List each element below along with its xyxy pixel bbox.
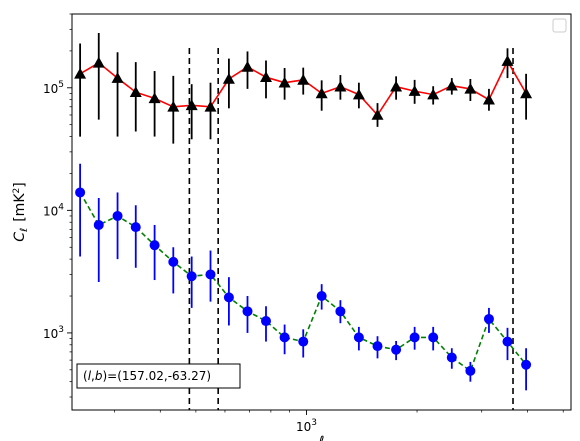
x-tick-exponent: 3 [311, 418, 317, 428]
series-2-marker [205, 269, 216, 280]
series-2-marker [465, 365, 476, 376]
annotation-var-l: l [88, 369, 92, 383]
plot-area [74, 32, 533, 410]
y-tick-base: 10 [43, 82, 58, 96]
y-tick-exponent: 4 [58, 202, 64, 212]
series-1-marker [129, 86, 142, 98]
series-1-marker [260, 71, 273, 83]
series-2-marker [316, 291, 327, 302]
series-1-marker [334, 80, 347, 92]
series-1-marker [464, 82, 477, 94]
series-1-marker [241, 60, 254, 72]
series-1-marker [222, 72, 235, 84]
series-2-marker [130, 222, 141, 233]
series-1-marker [185, 99, 198, 111]
y-tick-label: 103 [43, 325, 64, 341]
series-2 [75, 163, 532, 391]
series-1-marker [520, 87, 533, 99]
x-tick-base: 10 [296, 420, 311, 434]
y-label-unit-sup: 2 [12, 188, 22, 194]
annotation-text: (l,b)=(157.02,-63.27) [83, 369, 211, 383]
series-2-marker [93, 219, 104, 230]
x-axis-label: ℓ [318, 434, 325, 441]
coordinate-annotation: (l,b)=(157.02,-63.27) [76, 363, 241, 389]
y-tick-exponent: 3 [58, 325, 64, 335]
series-2-marker [186, 271, 197, 282]
y-label-sub: ℓ [19, 228, 30, 232]
series-1-marker [482, 93, 495, 105]
series-2-marker [502, 336, 513, 347]
series-1-marker [501, 55, 514, 66]
y-label-main: C [12, 232, 28, 242]
series-2-marker [279, 332, 290, 343]
series-1-marker [408, 85, 421, 96]
series-2-marker [149, 240, 160, 251]
series-2-marker [168, 256, 179, 267]
y-tick-exponent: 5 [58, 80, 64, 90]
y-tick-base: 10 [43, 327, 58, 341]
series-1-marker [204, 100, 217, 112]
series-2-marker [298, 336, 309, 347]
series-1-marker [167, 100, 180, 112]
series-1-marker [92, 56, 105, 68]
y-label-unit-close: ] [12, 182, 28, 187]
series-2-marker [112, 210, 123, 221]
series-2-marker [261, 316, 272, 327]
series-2-marker [483, 313, 494, 324]
series-1-marker [352, 88, 365, 100]
series-2-marker [391, 344, 402, 355]
legend-box [552, 18, 567, 33]
series-2-marker [428, 332, 439, 343]
y-label-unit: [mK [12, 193, 28, 222]
series-2-marker [223, 292, 234, 303]
series-2-marker [372, 341, 383, 352]
series-1 [74, 32, 533, 144]
x-tick-label: 103 [296, 418, 317, 434]
series-1-marker [427, 88, 440, 100]
series-1-marker [315, 87, 328, 99]
annotation-prefix: ( [83, 369, 88, 383]
series-2-marker [335, 306, 346, 317]
y-axis-label: Cℓ [mK2] [12, 182, 30, 241]
series-2-marker [353, 332, 364, 343]
axes-frame [71, 13, 572, 411]
series-1-marker [148, 92, 161, 104]
series-2-marker [446, 352, 457, 363]
series-2-marker [242, 306, 253, 317]
series-1-marker [278, 76, 291, 88]
series-2-marker [521, 359, 532, 370]
annotation-suffix: )=(157.02,-63.27) [102, 369, 211, 383]
series-1-marker [445, 79, 458, 91]
annotation-sep: , [91, 369, 95, 383]
y-tick-label: 105 [43, 80, 64, 96]
series-1-marker [390, 80, 403, 92]
annotation-box [76, 363, 241, 389]
annotation-var-b: b [95, 369, 103, 383]
y-tick-base: 10 [43, 204, 58, 218]
y-tick-label: 104 [43, 202, 64, 218]
series-1-marker [111, 72, 124, 83]
series-1-marker [74, 67, 87, 79]
series-2-marker [409, 332, 420, 343]
series-1-marker [371, 108, 384, 120]
series-1-marker [297, 73, 310, 85]
series-2-marker [75, 187, 86, 198]
